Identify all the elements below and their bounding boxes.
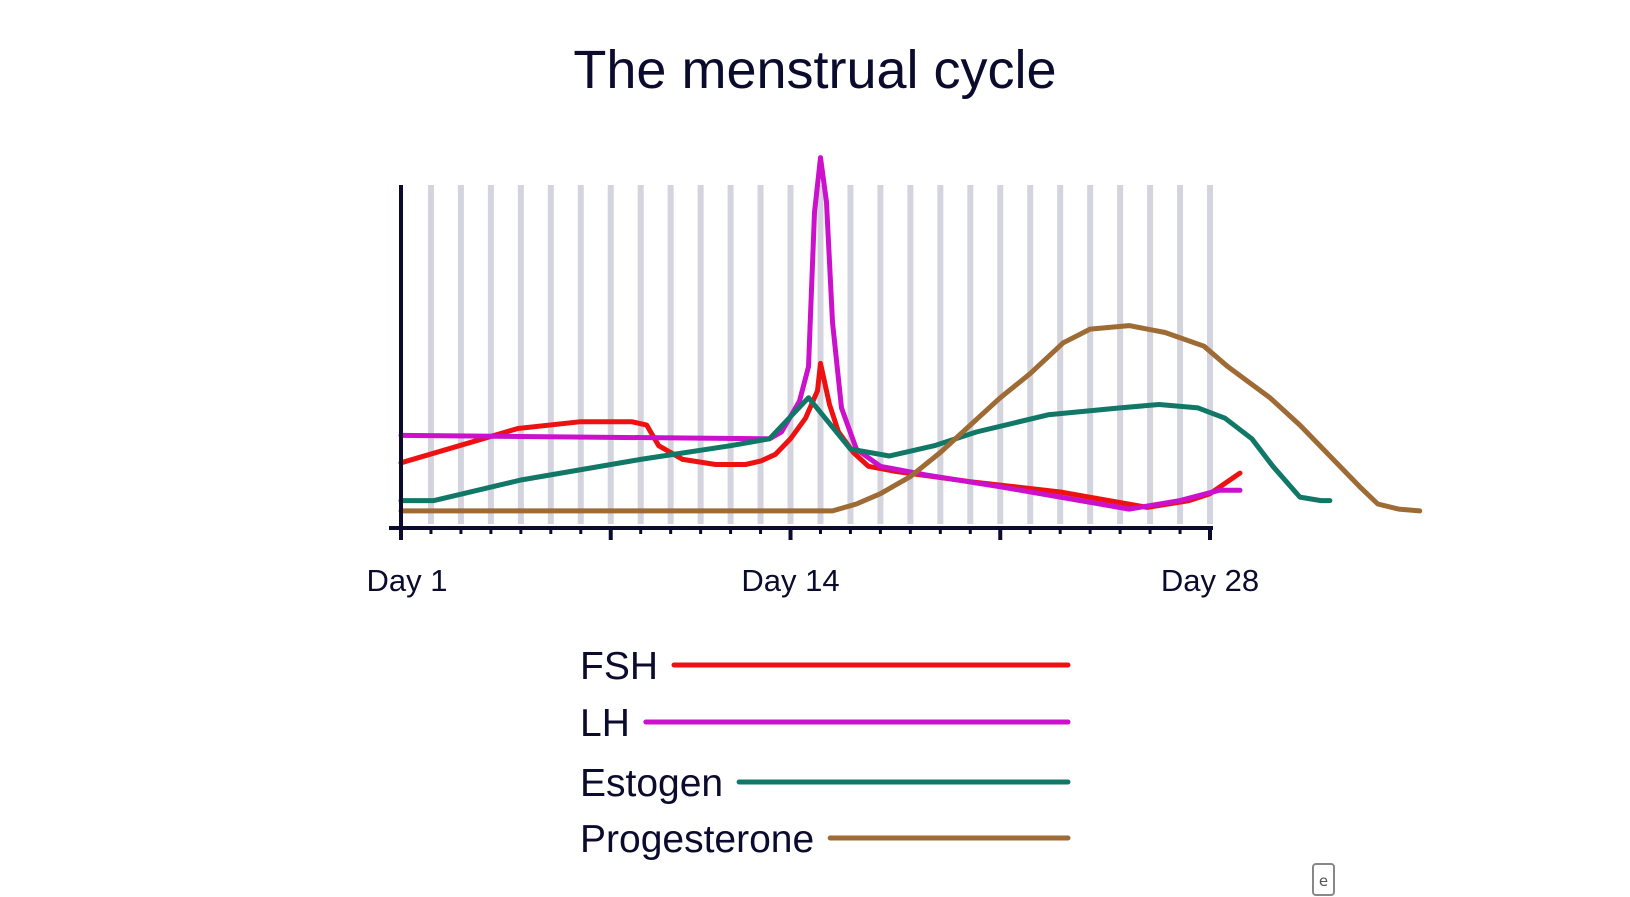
axes bbox=[389, 185, 1213, 540]
legend-label: Estogen bbox=[580, 762, 723, 805]
vertical-gridlines bbox=[427, 185, 1213, 524]
series-line-progesterone bbox=[398, 323, 1423, 514]
x-tick-label: Day 14 bbox=[741, 563, 839, 598]
legend-item-progesterone: Progesterone bbox=[580, 818, 1071, 861]
legend-label: LH bbox=[580, 702, 630, 745]
legend-item-lh: LH bbox=[580, 702, 1071, 745]
watermark-logo: e bbox=[1312, 863, 1335, 896]
watermark-glyph: e bbox=[1319, 872, 1328, 890]
series-line-estogen bbox=[398, 395, 1333, 504]
x-tick-labels: Day 1 Day 14 Day 28 bbox=[367, 563, 1260, 598]
legend: FSH LH Estogen Progesterone bbox=[580, 645, 1071, 861]
legend-label: Progesterone bbox=[580, 818, 814, 861]
legend-item-fsh: FSH bbox=[580, 645, 1071, 688]
x-tick-label: Day 1 bbox=[367, 563, 448, 598]
legend-label: FSH bbox=[580, 645, 658, 688]
legend-item-estogen: Estogen bbox=[580, 762, 1071, 805]
series-lines bbox=[398, 155, 1423, 514]
chart-title: The menstrual cycle bbox=[573, 40, 1056, 100]
x-tick-label: Day 28 bbox=[1161, 563, 1259, 598]
series-line-lh bbox=[398, 155, 1243, 512]
